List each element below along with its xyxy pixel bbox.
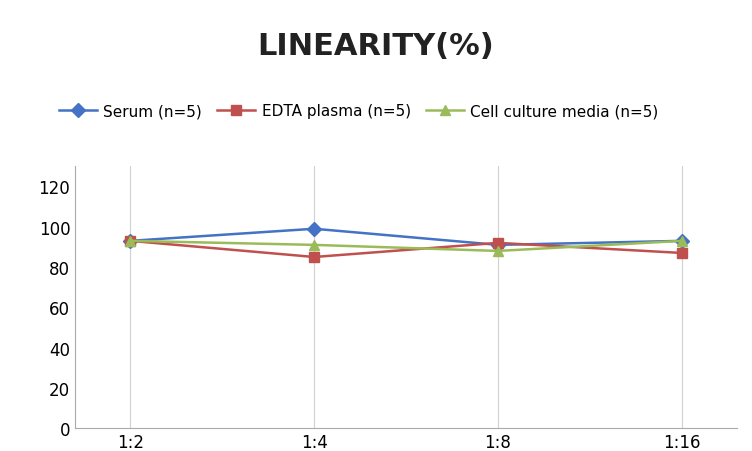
Line: Serum (n=5): Serum (n=5) [126, 225, 687, 250]
Legend: Serum (n=5), EDTA plasma (n=5), Cell culture media (n=5): Serum (n=5), EDTA plasma (n=5), Cell cul… [53, 98, 665, 125]
Serum (n=5) [310, 226, 319, 232]
Cell culture media (n=5) [678, 239, 687, 244]
Line: Cell culture media (n=5): Cell culture media (n=5) [126, 236, 687, 256]
EDTA plasma (n=5) [678, 251, 687, 256]
Cell culture media (n=5) [126, 239, 135, 244]
EDTA plasma (n=5) [126, 239, 135, 244]
Serum (n=5) [493, 243, 502, 248]
EDTA plasma (n=5) [493, 241, 502, 246]
Cell culture media (n=5) [493, 249, 502, 254]
Line: EDTA plasma (n=5): EDTA plasma (n=5) [126, 236, 687, 262]
Cell culture media (n=5) [310, 243, 319, 248]
Serum (n=5) [126, 239, 135, 244]
Serum (n=5) [678, 239, 687, 244]
Text: LINEARITY(%): LINEARITY(%) [258, 32, 494, 60]
EDTA plasma (n=5) [310, 255, 319, 260]
